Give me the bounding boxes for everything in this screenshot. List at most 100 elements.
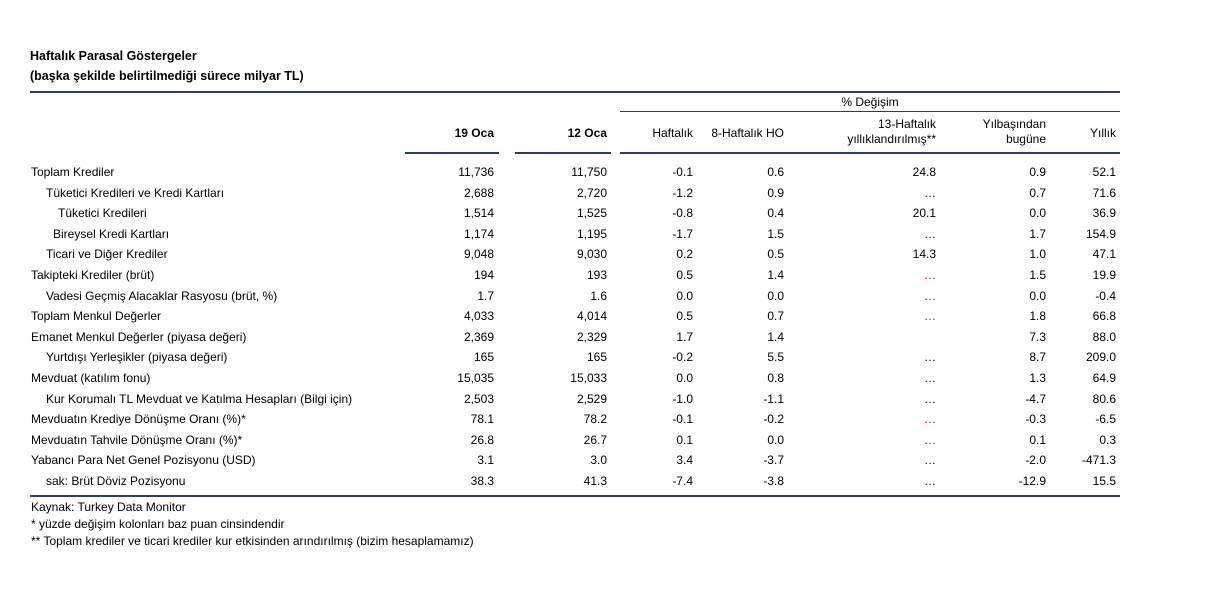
cell-c1: 26.8 bbox=[470, 433, 494, 447]
cell-ytd: -2.0 bbox=[1025, 453, 1046, 467]
col-header-13-week-line2: yıllıklandırılmış** bbox=[847, 132, 936, 146]
cell-ytd: 8.7 bbox=[1029, 350, 1046, 364]
title-line-2: (başka şekilde belirtilmediği sürece mil… bbox=[30, 69, 304, 83]
cell-ytd: -0.3 bbox=[1025, 412, 1046, 426]
group-header-change: % Değişim bbox=[841, 95, 899, 109]
cell-c1: 2,369 bbox=[463, 330, 494, 344]
cell-w: 0.2 bbox=[676, 247, 693, 261]
cell-w: -0.2 bbox=[672, 350, 693, 364]
cell-w: 0.0 bbox=[676, 371, 693, 385]
cell-ann: 154.9 bbox=[1085, 227, 1116, 241]
cell-h8: 0.5 bbox=[767, 247, 784, 261]
cell-h8: 0.4 bbox=[767, 206, 784, 220]
cell-ytd: 7.3 bbox=[1029, 330, 1046, 344]
cell-c2: 1,525 bbox=[576, 206, 607, 220]
table-title: Haftalık Parasal Göstergeler (başka şeki… bbox=[30, 46, 304, 86]
cell-ann: 71.6 bbox=[1092, 186, 1116, 200]
cell-w: -0.1 bbox=[672, 412, 693, 426]
cell-ann: 88.0 bbox=[1092, 330, 1116, 344]
cell-w: 3.4 bbox=[676, 453, 693, 467]
cell-h8: 1.5 bbox=[767, 227, 784, 241]
col-header-13-week-line1: 13-Haftalık bbox=[877, 117, 936, 131]
cell-ytd: 0.0 bbox=[1029, 289, 1046, 303]
col-header-13-week: 13-Haftalık yıllıklandırılmış** bbox=[790, 117, 936, 147]
cell-c2: 4,014 bbox=[576, 309, 607, 323]
footer-notes: Kaynak: Turkey Data Monitor * yüzde deği… bbox=[31, 499, 474, 550]
cell-c1: 9,048 bbox=[463, 247, 494, 261]
col-header-weekly: Haftalık bbox=[652, 126, 693, 140]
cell-ann: 19.9 bbox=[1092, 268, 1116, 282]
cell-ytd: 1.8 bbox=[1029, 309, 1046, 323]
footer-note-1: * yüzde değişim kolonları baz puan cinsi… bbox=[31, 517, 285, 531]
col-header-annual: Yıllık bbox=[1089, 126, 1116, 140]
cell-w: -0.1 bbox=[672, 165, 693, 179]
cell-ann: 47.1 bbox=[1092, 247, 1116, 261]
row-label: Emanet Menkul Değerler (piyasa değeri) bbox=[31, 330, 247, 344]
cell-ann: 0.3 bbox=[1099, 433, 1116, 447]
col-rule-change bbox=[620, 152, 1120, 154]
cell-ytd: -12.9 bbox=[1018, 474, 1046, 488]
row-label: Bireysel Kredi Kartları bbox=[53, 227, 170, 241]
row-label: Tüketici Kredileri ve Kredi Kartları bbox=[46, 186, 225, 200]
cell-h13: 24.8 bbox=[912, 165, 936, 179]
cell-ann: 80.6 bbox=[1092, 392, 1116, 406]
cell-h8: 0.0 bbox=[767, 433, 784, 447]
col-header-19-oca: 19 Oca bbox=[454, 126, 494, 140]
cell-ytd: 0.1 bbox=[1029, 433, 1046, 447]
cell-w: -0.8 bbox=[672, 206, 693, 220]
cell-h13: … bbox=[924, 309, 936, 323]
cell-c1: 15,035 bbox=[457, 371, 494, 385]
title-line-1: Haftalık Parasal Göstergeler bbox=[30, 49, 197, 63]
cell-h13: 14.3 bbox=[912, 247, 936, 261]
cell-c1: 194 bbox=[473, 268, 494, 282]
cell-w: -1.2 bbox=[672, 186, 693, 200]
cell-ann: 64.9 bbox=[1092, 371, 1116, 385]
cell-w: -1.7 bbox=[672, 227, 693, 241]
row-label: Takipteki Krediler (brüt) bbox=[31, 268, 155, 282]
cell-c2: 2,529 bbox=[576, 392, 607, 406]
row-label: Tüketici Kredileri bbox=[58, 206, 147, 220]
row-label: Toplam Krediler bbox=[31, 165, 115, 179]
bottom-rule bbox=[30, 495, 1120, 497]
row-label: Mevduatın Krediye Dönüşme Oranı (%)* bbox=[31, 412, 246, 426]
cell-ytd: 0.7 bbox=[1029, 186, 1046, 200]
footer-note-2: ** Toplam krediler ve ticari krediler ku… bbox=[31, 534, 474, 548]
cell-w: -7.4 bbox=[672, 474, 693, 488]
row-label: Kur Korumalı TL Mevduat ve Katılma Hesap… bbox=[46, 392, 353, 406]
row-label: Toplam Menkul Değerler bbox=[31, 309, 162, 323]
cell-c1: 1,514 bbox=[463, 206, 494, 220]
cell-h8: 1.4 bbox=[767, 330, 784, 344]
col-rule-12-oca bbox=[515, 152, 611, 154]
group-header-rule bbox=[620, 111, 1120, 112]
cell-c2: 1.6 bbox=[590, 289, 607, 303]
cell-h8: 1.4 bbox=[767, 268, 784, 282]
cell-w: 0.1 bbox=[676, 433, 693, 447]
cell-h8: 0.9 bbox=[767, 186, 784, 200]
cell-ytd: 1.7 bbox=[1029, 227, 1046, 241]
cell-c1: 2,503 bbox=[463, 392, 494, 406]
cell-c1: 2,688 bbox=[463, 186, 494, 200]
cell-w: 0.0 bbox=[676, 289, 693, 303]
cell-h13: … bbox=[924, 227, 936, 241]
cell-c2: 11,750 bbox=[571, 165, 607, 179]
cell-ytd: 1.5 bbox=[1029, 268, 1046, 282]
cell-c1: 11,736 bbox=[458, 165, 494, 179]
cell-h8: 0.7 bbox=[767, 309, 784, 323]
col-header-8-week: 8-Haftalık HO bbox=[711, 126, 784, 140]
row-label: sak: Brüt Döviz Pozisyonu bbox=[46, 474, 186, 488]
row-label: Yurtdışı Yerleşikler (piyasa değeri) bbox=[46, 350, 228, 364]
cell-w: -1.0 bbox=[672, 392, 693, 406]
cell-h13: … bbox=[924, 474, 936, 488]
cell-h8: 0.0 bbox=[767, 289, 784, 303]
row-label: Ticari ve Diğer Krediler bbox=[46, 247, 168, 261]
cell-ann: 36.9 bbox=[1092, 206, 1116, 220]
top-rule bbox=[30, 91, 1120, 93]
cell-w: 1.7 bbox=[676, 330, 693, 344]
cell-h8: -3.7 bbox=[763, 453, 784, 467]
cell-h13: … bbox=[924, 186, 936, 200]
cell-c2: 3.0 bbox=[590, 453, 607, 467]
cell-ann: 52.1 bbox=[1092, 165, 1116, 179]
cell-h8: 0.8 bbox=[767, 371, 784, 385]
row-label: Vadesi Geçmiş Alacaklar Rasyosu (brüt, %… bbox=[46, 289, 278, 303]
cell-c1: 1.7 bbox=[477, 289, 494, 303]
